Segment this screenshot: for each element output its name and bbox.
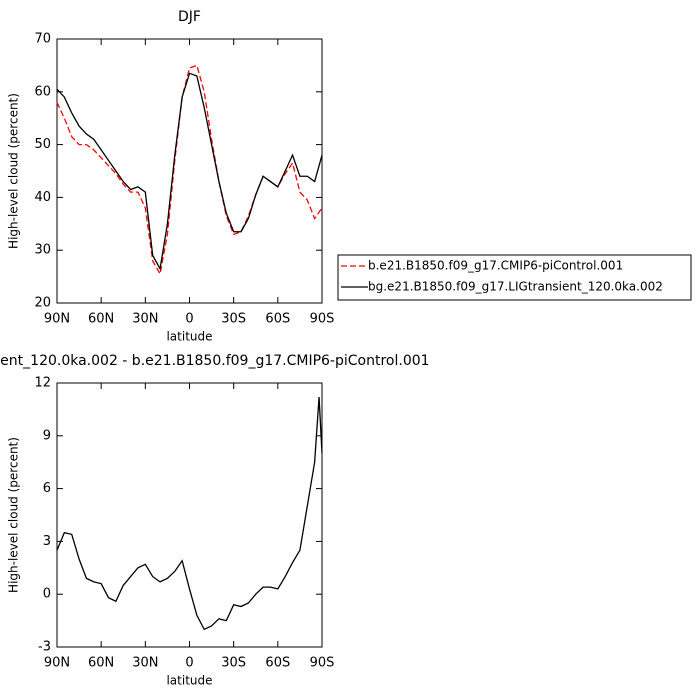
data-line	[56, 397, 323, 631]
x-tick-label: 90N	[44, 656, 70, 671]
y-axis-label: High-level cloud (percent)	[7, 93, 21, 249]
plot-frame	[56, 38, 323, 304]
y-tick-label: 3	[43, 534, 51, 549]
plot-frame	[56, 382, 323, 648]
x-tick-label: 60N	[88, 312, 114, 327]
legend-box	[337, 254, 692, 301]
y-tick-label: 12	[34, 376, 51, 391]
x-tick-label: 0	[185, 312, 193, 327]
x-axis-label: latitude	[166, 674, 212, 688]
y-tick-label: -3	[38, 640, 51, 655]
x-tick-label: 60S	[265, 312, 290, 327]
y-tick-label: 70	[34, 32, 51, 47]
chart-title: DJF	[178, 9, 201, 25]
y-tick-label: 9	[43, 428, 51, 443]
y-tick-label: 20	[34, 296, 51, 311]
x-tick-label: 60S	[265, 656, 290, 671]
x-tick-label: 60N	[88, 656, 114, 671]
x-axis-label: latitude	[166, 330, 212, 344]
y-tick-label: 40	[34, 190, 51, 205]
legend-label: b.e21.B1850.f09_g17.CMIP6-piControl.001	[368, 259, 623, 273]
x-tick-label: 30N	[132, 312, 158, 327]
legend-label: bg.e21.B1850.f09_g17.LIGtransient_120.0k…	[368, 280, 663, 294]
y-tick-label: 30	[34, 243, 51, 258]
x-tick-label: 90S	[310, 312, 335, 327]
y-tick-label: 60	[34, 84, 51, 99]
data-line	[56, 72, 323, 271]
x-tick-label: 90S	[310, 656, 335, 671]
y-tick-label: 6	[43, 481, 51, 496]
x-tick-label: 30S	[221, 656, 246, 671]
x-tick-label: 30S	[221, 312, 246, 327]
y-tick-label: 50	[34, 137, 51, 152]
x-tick-label: 90N	[44, 312, 70, 327]
x-tick-label: 0	[185, 656, 193, 671]
y-axis-label: High-level cloud (percent)	[7, 437, 21, 593]
chart-title: Gtransient_120.0ka.002 - b.e21.B1850.f09…	[0, 353, 430, 369]
data-line	[56, 64, 323, 276]
x-tick-label: 30N	[132, 656, 158, 671]
y-tick-label: 0	[43, 587, 51, 602]
